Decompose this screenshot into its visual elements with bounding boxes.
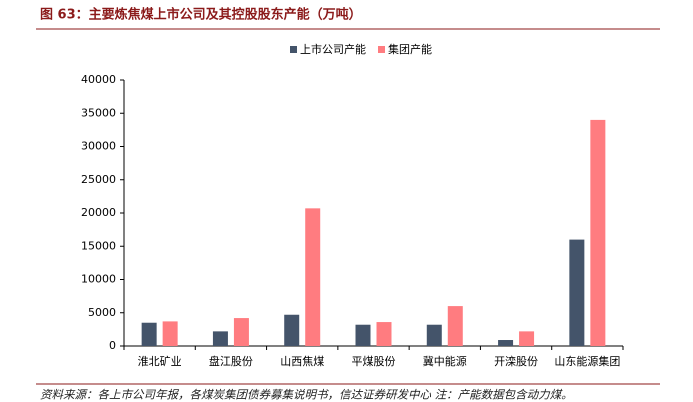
- bar: [162, 321, 178, 346]
- bar: [590, 119, 606, 347]
- x-tick-label: 盘江股份: [209, 354, 253, 368]
- bar: [426, 324, 442, 346]
- y-tick-label: 30000: [81, 140, 116, 153]
- x-tick-label: 山东能源集团: [554, 354, 620, 368]
- x-tick-label: 开滦股份: [494, 354, 538, 368]
- bar: [233, 318, 249, 346]
- bar: [447, 306, 463, 346]
- y-tick-label: 0: [109, 339, 116, 352]
- source-note: 资料来源：各上市公司年报，各煤炭集团债券募集说明书，信达证券研发中心 注：产能数…: [40, 388, 573, 402]
- y-tick-label: 5000: [88, 306, 116, 319]
- x-tick-label: 冀中能源: [423, 354, 467, 368]
- y-tick-label: 40000: [81, 73, 116, 86]
- y-tick-label: 15000: [81, 239, 116, 252]
- bar: [376, 322, 392, 346]
- bar: [355, 324, 371, 346]
- bar: [519, 331, 535, 346]
- bar: [305, 208, 321, 346]
- x-tick-label: 平煤股份: [352, 355, 396, 368]
- bar: [498, 340, 514, 346]
- bar: [569, 239, 585, 346]
- legend-label: 集团产能: [388, 42, 432, 56]
- y-tick-label: 20000: [81, 206, 116, 219]
- y-tick-label: 10000: [81, 273, 116, 286]
- x-tick-label: 淮北矿业: [138, 355, 182, 368]
- legend-swatch: [378, 46, 385, 53]
- x-tick-label: 山西焦煤: [280, 355, 324, 368]
- y-tick-label: 35000: [81, 106, 116, 119]
- legend-swatch: [290, 46, 297, 53]
- chart-title: 图 63：主要炼焦煤上市公司及其控股股东产能（万吨）: [40, 7, 362, 23]
- y-tick-label: 25000: [81, 173, 116, 186]
- legend-label: 上市公司产能: [300, 42, 366, 56]
- bar: [212, 331, 228, 346]
- bar: [141, 322, 157, 346]
- bar: [284, 314, 300, 346]
